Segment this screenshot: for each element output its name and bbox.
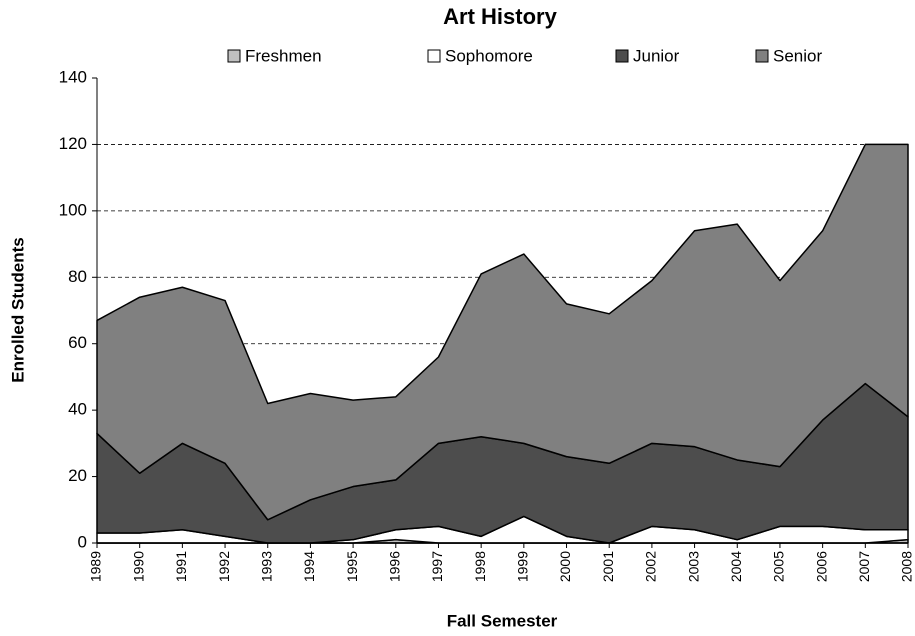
legend-swatch: [755, 49, 769, 63]
x-tick-label: 1995: [344, 551, 360, 582]
x-tick-label: 1996: [386, 551, 402, 582]
legend-swatch: [427, 49, 441, 63]
legend-swatch: [615, 49, 629, 63]
legend-swatch: [227, 49, 241, 63]
legend-label: Senior: [773, 46, 822, 65]
x-tick-label: 2003: [685, 551, 701, 582]
x-tick-label: 2008: [899, 551, 915, 582]
x-tick-label: 2006: [813, 551, 829, 582]
x-tick-label: 2007: [856, 551, 872, 582]
x-tick-label: 1997: [429, 551, 445, 582]
x-tick-label: 1991: [173, 551, 189, 582]
x-tick-label: 1989: [88, 551, 104, 582]
y-tick-label: 0: [78, 532, 87, 551]
y-tick-label: 20: [68, 466, 87, 485]
legend-label: Freshmen: [245, 46, 322, 65]
chart-title: Art History: [443, 4, 557, 29]
x-tick-label: 1994: [301, 551, 317, 582]
x-tick-label: 1998: [472, 551, 488, 582]
y-tick-label: 120: [59, 134, 87, 153]
y-tick-label: 60: [68, 333, 87, 352]
y-tick-label: 140: [59, 67, 87, 86]
x-tick-label: 1993: [258, 551, 274, 582]
y-tick-label: 80: [68, 267, 87, 286]
x-tick-label: 2001: [600, 551, 616, 582]
x-tick-label: 1990: [130, 551, 146, 582]
area: [96, 143, 909, 521]
x-tick-label: 2000: [557, 551, 573, 582]
x-tick-label: 2004: [728, 551, 744, 582]
x-tick-label: 1999: [515, 551, 531, 582]
x-tick-label: 2005: [771, 551, 787, 582]
x-axis-title: Fall Semester: [447, 611, 558, 630]
y-axis-title: Enrolled Students: [8, 237, 27, 382]
legend-label: Junior: [633, 46, 680, 65]
y-tick-label: 40: [68, 400, 87, 419]
x-tick-label: 2002: [643, 551, 659, 582]
legend-label: Sophomore: [445, 46, 533, 65]
x-tick-label: 1992: [216, 551, 232, 582]
y-tick-label: 100: [59, 200, 87, 219]
